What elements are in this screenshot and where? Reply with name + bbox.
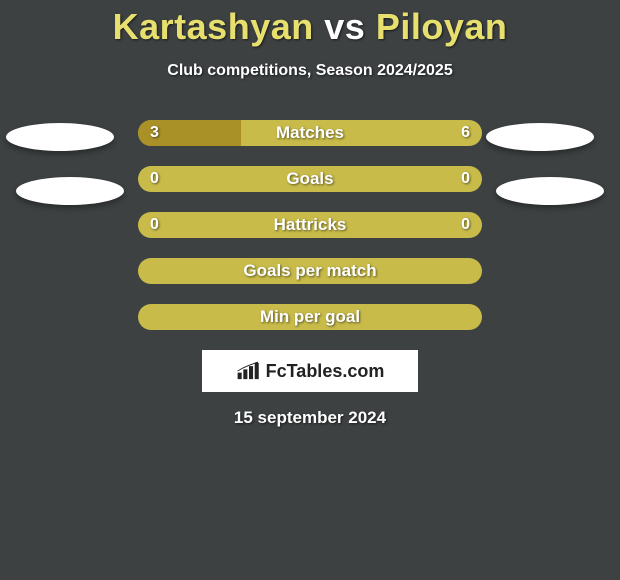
stat-row: Min per goal bbox=[0, 304, 620, 330]
brand-box: FcTables.com bbox=[202, 350, 418, 392]
title-player1: Kartashyan bbox=[113, 6, 314, 47]
subtitle: Club competitions, Season 2024/2025 bbox=[0, 62, 620, 80]
player1-logo-placeholder bbox=[6, 123, 114, 151]
stat-value-right: 6 bbox=[461, 120, 470, 146]
stat-bar bbox=[138, 120, 482, 146]
date-label: 15 september 2024 bbox=[0, 408, 620, 428]
stat-bar-right-fill bbox=[138, 166, 482, 192]
stat-bar-right-fill bbox=[138, 212, 482, 238]
bar-chart-icon bbox=[236, 361, 262, 381]
stat-row: Goals per match bbox=[0, 258, 620, 284]
stat-bar bbox=[138, 212, 482, 238]
comparison-stage: Matches36Goals00Hattricks00Goals per mat… bbox=[0, 120, 620, 330]
stat-bar bbox=[138, 304, 482, 330]
stat-row: Hattricks00 bbox=[0, 212, 620, 238]
brand-text: FcTables.com bbox=[266, 361, 385, 382]
stat-value-left: 0 bbox=[150, 166, 159, 192]
stat-value-right: 0 bbox=[461, 166, 470, 192]
stat-value-left: 0 bbox=[150, 212, 159, 238]
player2-logo-placeholder bbox=[486, 123, 594, 151]
stat-bar bbox=[138, 258, 482, 284]
title-vs: vs bbox=[324, 6, 365, 47]
stat-bar-right-fill bbox=[138, 304, 482, 330]
player2-logo-placeholder bbox=[496, 177, 604, 205]
stat-bar-right-fill bbox=[138, 258, 482, 284]
page-title: Kartashyan vs Piloyan bbox=[0, 0, 620, 48]
stat-bar bbox=[138, 166, 482, 192]
title-player2: Piloyan bbox=[376, 6, 508, 47]
stat-value-right: 0 bbox=[461, 212, 470, 238]
stat-value-left: 3 bbox=[150, 120, 159, 146]
player1-logo-placeholder bbox=[16, 177, 124, 205]
